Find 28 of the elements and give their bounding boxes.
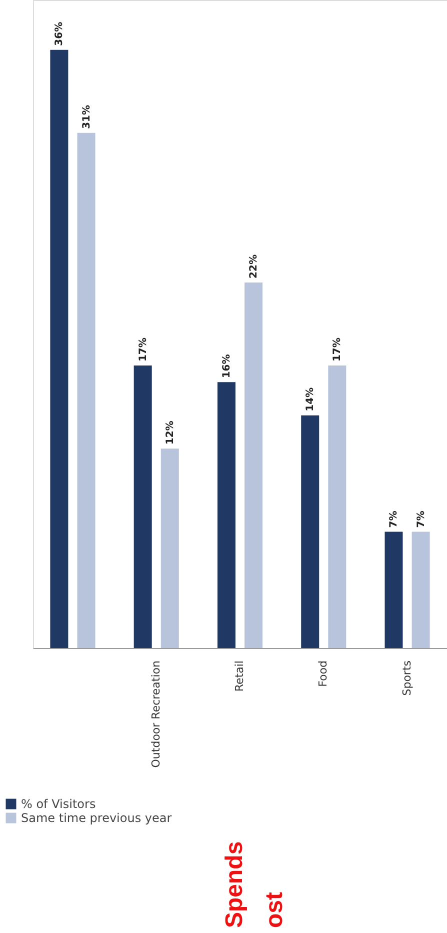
data-label: 17% [138, 338, 149, 362]
x-tick-label: Sports [400, 660, 414, 696]
data-label: 17% [332, 338, 344, 362]
data-label: 36% [54, 22, 66, 46]
bar [217, 382, 236, 648]
x-tick-label: Retail [233, 660, 246, 692]
x-tick-label: Outdoor Recreation [149, 660, 162, 768]
bar [328, 366, 346, 648]
data-label: 14% [305, 387, 316, 412]
bar [244, 282, 263, 648]
bar [134, 366, 152, 648]
data-label: 7% [416, 510, 427, 528]
bar [301, 415, 320, 648]
bar [77, 132, 96, 648]
data-label: 31% [81, 104, 92, 129]
legend-label: % of Visitors [21, 797, 96, 811]
data-label: 12% [164, 420, 176, 445]
bar [412, 532, 430, 648]
text: Spends [221, 841, 248, 928]
data-label: 7% [388, 510, 400, 528]
legend-label: Same time previous year [21, 811, 172, 825]
bar [50, 50, 68, 648]
data-label: 16% [221, 354, 232, 378]
bar [384, 532, 403, 648]
text: ost [261, 892, 288, 928]
bar [160, 448, 179, 648]
data-label: 22% [248, 254, 260, 278]
x-tick-label: Food [316, 660, 330, 687]
